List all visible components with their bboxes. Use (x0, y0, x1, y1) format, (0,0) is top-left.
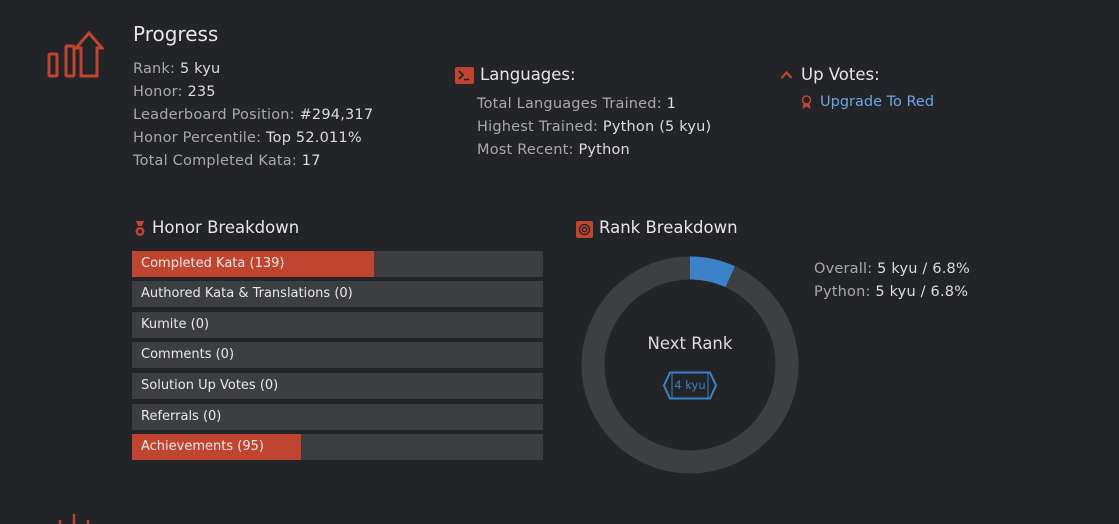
stat-label: Total Completed Kata: (133, 153, 297, 169)
stat-label: Most Recent: (477, 142, 574, 158)
progress-chart-icon (47, 30, 104, 78)
next-section-icon (58, 514, 90, 524)
next-rank-label: Next Rank (647, 334, 733, 353)
rank-row-value: 5 kyu / 6.8% (877, 261, 970, 277)
next-rank-badge: 4 kyu (674, 378, 706, 392)
progress-stats: Rank: 5 kyu Honor: 235 Leaderboard Posit… (133, 58, 373, 173)
stat-value: Python (578, 142, 630, 158)
rank-donut-chart (581, 256, 799, 474)
honor-bar-referrals: Referrals (0) (132, 404, 543, 430)
progress-title: Progress (133, 22, 219, 46)
stat-value: 5 kyu (179, 61, 221, 77)
stat-value: 17 (301, 153, 321, 169)
bar-label: Referrals (0) (141, 409, 222, 424)
stat-label: Highest Trained: (477, 119, 599, 135)
donut-progress-arc (689, 256, 735, 288)
kyu-badge-hexagon (662, 371, 718, 400)
stat-label: Rank: (133, 61, 176, 77)
bar-fill (132, 251, 375, 277)
honor-bar-kumite: Kumite (0) (132, 312, 543, 338)
stat-label: Leaderboard Position: (133, 107, 295, 123)
stat-highest-trained: Highest Trained: Python (5 kyu) (477, 116, 711, 139)
stat-honor: Honor: 235 (133, 81, 373, 104)
bar-label: Completed Kata (139) (141, 256, 285, 271)
upvotes-title: Up Votes: (801, 65, 880, 84)
stat-value: Top 52.011% (266, 130, 362, 146)
stat-most-recent: Most Recent: Python (477, 139, 711, 162)
stat-label: Total Languages Trained: (477, 96, 662, 112)
honor-breakdown-title: Honor Breakdown (152, 218, 300, 237)
stat-honor-percentile: Honor Percentile: Top 52.011% (133, 127, 373, 150)
stat-total-languages: Total Languages Trained: 1 (477, 93, 711, 116)
stat-total-completed-kata: Total Completed Kata: 17 (133, 150, 373, 173)
terminal-icon (455, 67, 474, 84)
stat-rank: Rank: 5 kyu (133, 58, 373, 81)
medal-icon (135, 221, 145, 236)
stat-value: Python (5 kyu) (602, 119, 712, 135)
rank-breakdown-list: Overall: 5 kyu / 6.8% Python: 5 kyu / 6.… (814, 258, 970, 304)
bar-label: Kumite (0) (141, 317, 210, 332)
upgrade-to-red-link[interactable]: Upgrade To Red (820, 94, 935, 110)
honor-bar-authored-kata: Authored Kata & Translations (0) (132, 281, 543, 307)
award-ribbon-icon (801, 95, 812, 109)
bar-fill (132, 434, 301, 460)
rank-row-value: 5 kyu / 6.8% (875, 284, 969, 300)
stat-value: 1 (666, 96, 677, 112)
honor-bar-solution-up-votes: Solution Up Votes (0) (132, 373, 543, 399)
honor-bar-achievements: Achievements (95) (132, 434, 543, 460)
bar-label: Authored Kata & Translations (0) (141, 286, 353, 301)
rank-row-overall: Overall: 5 kyu / 6.8% (814, 258, 970, 281)
rank-row-python: Python: 5 kyu / 6.8% (814, 281, 970, 304)
chevron-up-icon (780, 70, 793, 79)
bar-label: Achievements (95) (141, 439, 264, 454)
stat-value: #294,317 (299, 107, 374, 123)
bar-label: Solution Up Votes (0) (141, 378, 279, 393)
donut-track (581, 256, 799, 474)
target-icon (576, 221, 593, 238)
honor-bar-completed-kata: Completed Kata (139) (132, 251, 543, 277)
stat-label: Honor: (133, 84, 183, 100)
bar-label: Comments (0) (141, 347, 235, 362)
stat-leaderboard-position: Leaderboard Position: #294,317 (133, 104, 373, 127)
rank-row-label: Overall: (814, 261, 873, 277)
rank-breakdown-title: Rank Breakdown (599, 218, 738, 237)
honor-bar-comments: Comments (0) (132, 342, 543, 368)
stat-value: 235 (187, 84, 216, 100)
stat-label: Honor Percentile: (133, 130, 262, 146)
languages-title: Languages: (480, 65, 576, 84)
rank-row-label: Python: (814, 284, 871, 300)
languages-stats: Total Languages Trained: 1 Highest Train… (477, 93, 711, 162)
